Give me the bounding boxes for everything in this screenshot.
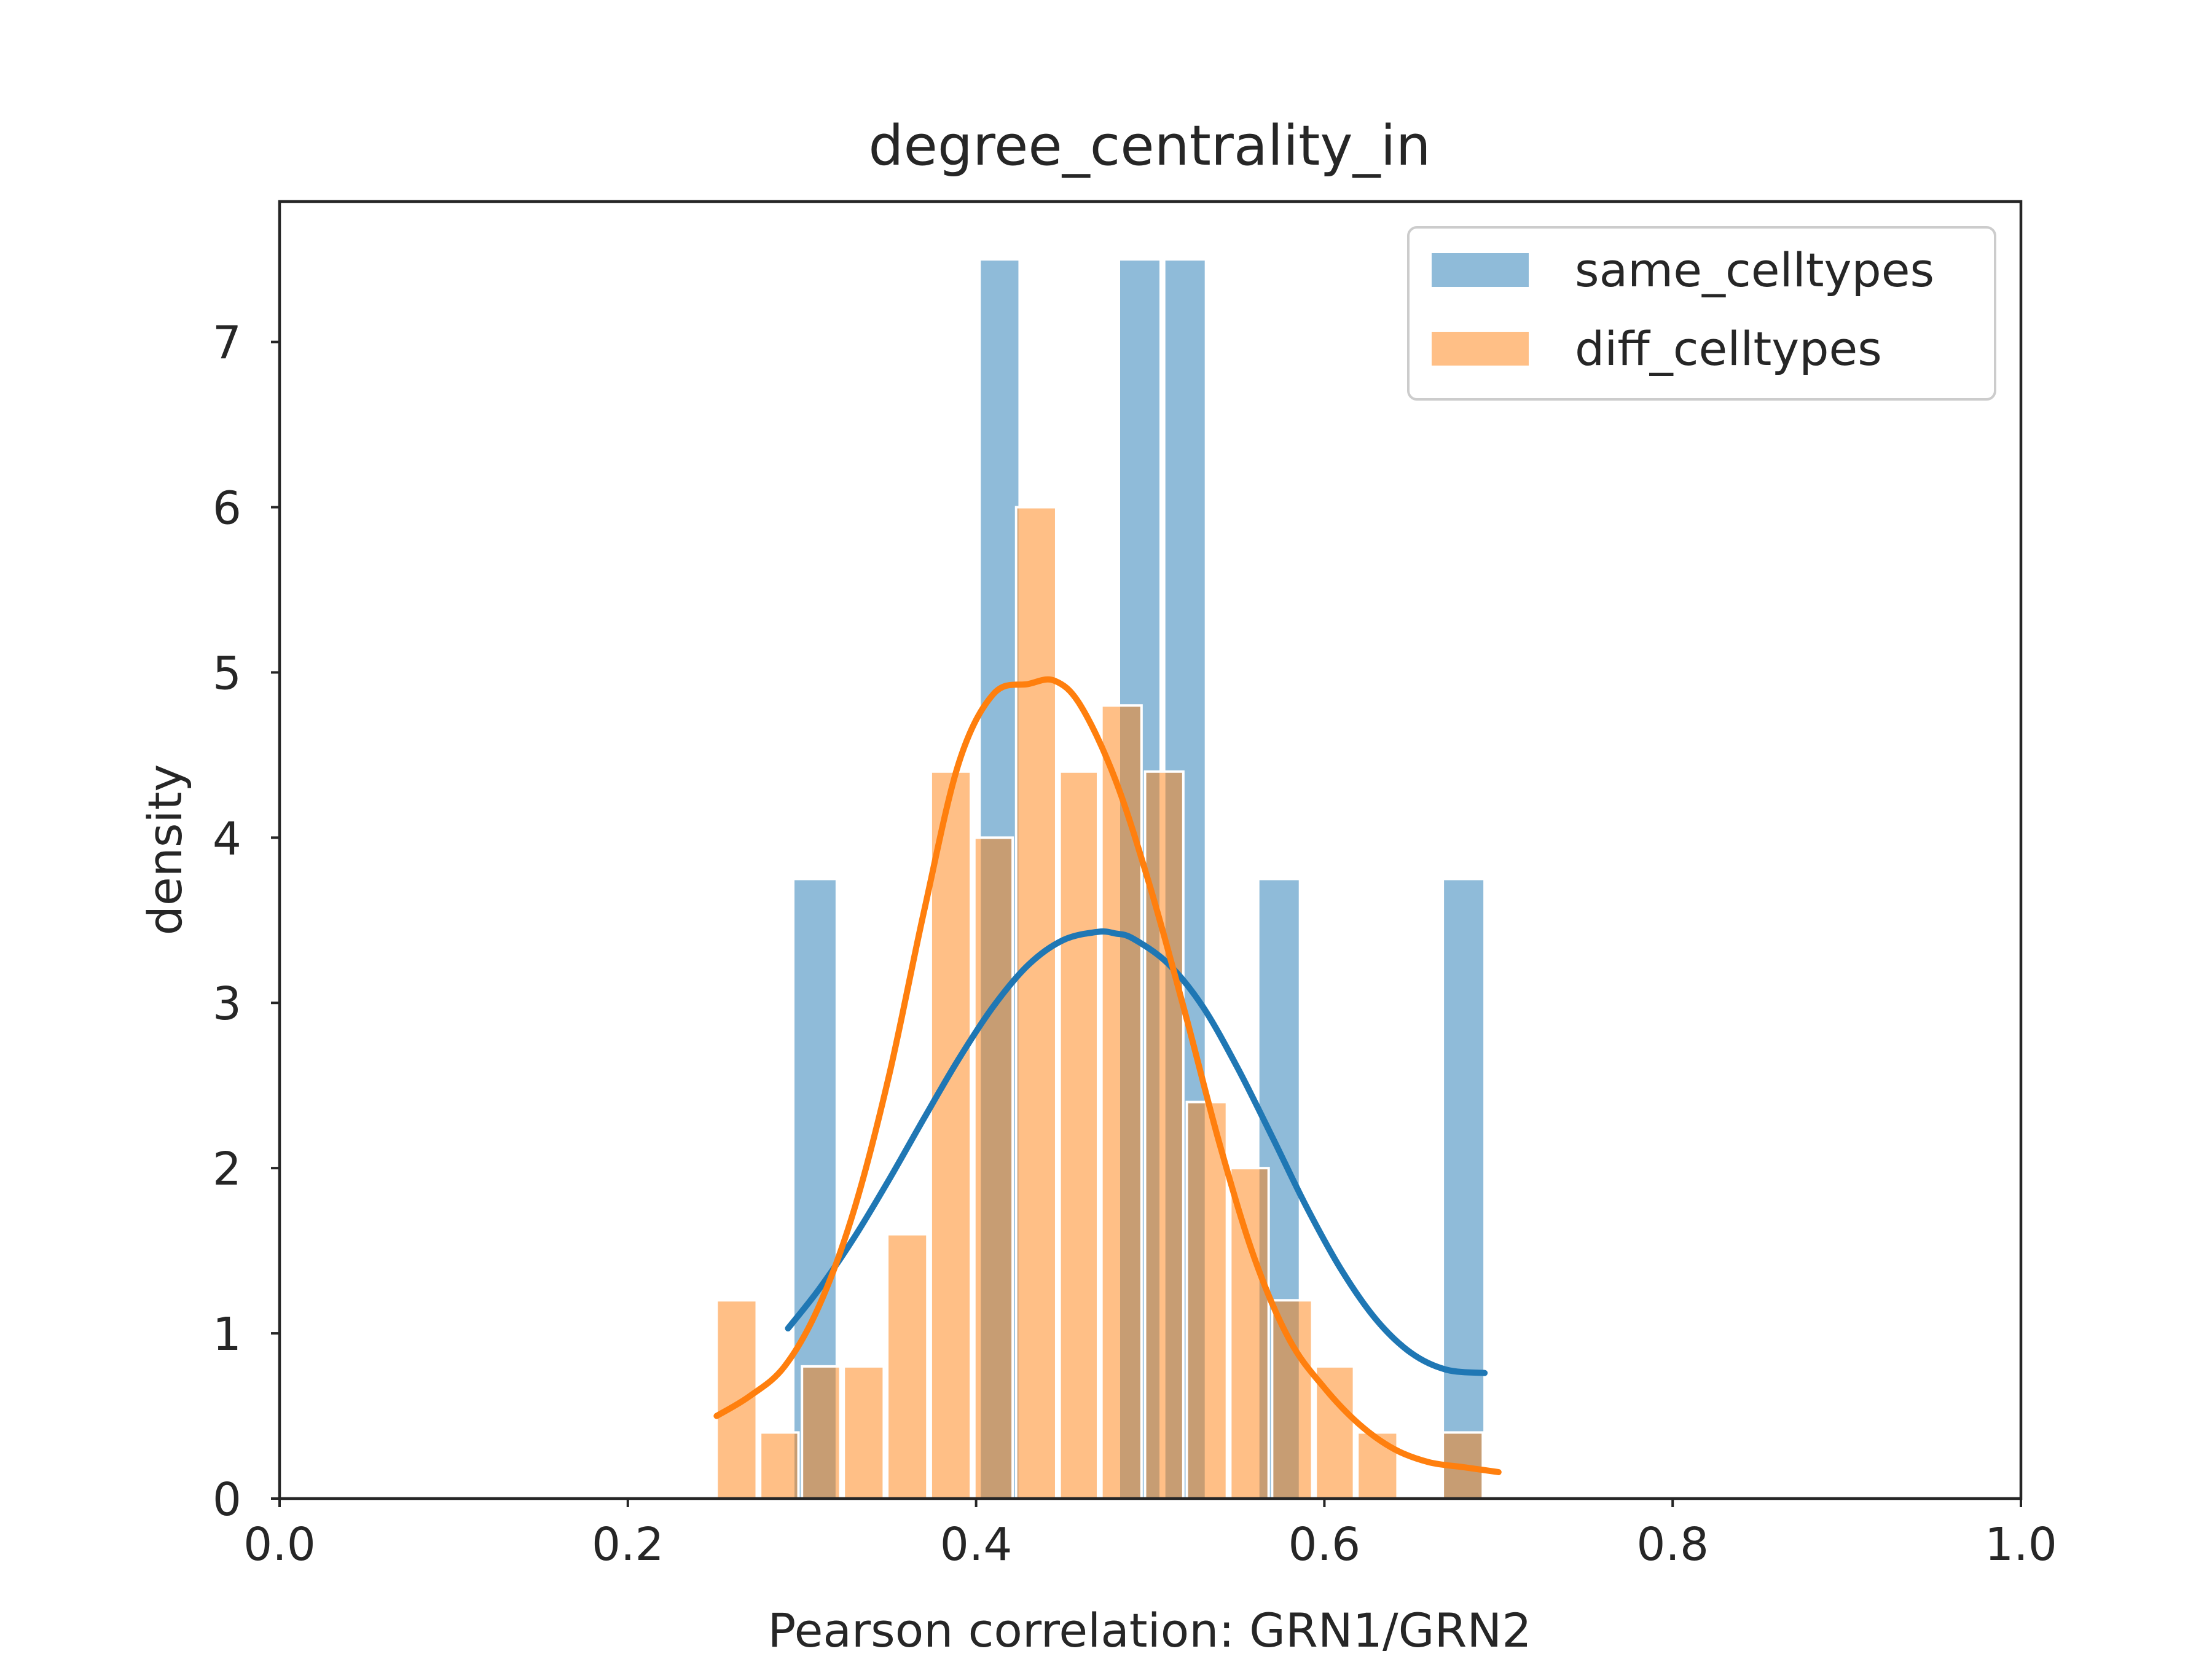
legend-swatch-same-celltypes: [1432, 253, 1529, 287]
y-tick-label: 1: [213, 1308, 241, 1361]
bar-diff_celltypes-4: [886, 1233, 929, 1500]
bar-same_celltypes-5: [1441, 877, 1486, 1500]
legend-label-same-celltypes: same_celltypes: [1575, 243, 1934, 297]
x-axis: 0.0 0.2 0.4 0.6 0.8 1.0: [243, 1499, 2057, 1571]
bar-diff_celltypes-0: [715, 1299, 758, 1500]
y-axis-label: density: [138, 764, 192, 936]
x-tick-label: 1.0: [1985, 1518, 2057, 1571]
x-tick-label: 0.4: [940, 1518, 1013, 1571]
bar-diff_celltypes-11: [1185, 1100, 1228, 1500]
y-tick-label: 7: [213, 317, 241, 370]
bar-diff_celltypes-6: [973, 836, 1014, 1500]
y-tick-label: 5: [213, 647, 241, 700]
bar-diff_celltypes-5: [929, 770, 973, 1500]
bar-diff_celltypes-3: [842, 1365, 885, 1500]
y-tick-label: 4: [213, 812, 241, 865]
y-axis: 0 1 2 3 4 5 6 7: [213, 317, 280, 1526]
bar-diff_celltypes-1: [759, 1431, 800, 1500]
bars-layer: [715, 258, 1486, 1500]
x-axis-label: Pearson correlation: GRN1/GRN2: [767, 1603, 1531, 1658]
bar-diff_celltypes-2: [801, 1365, 842, 1500]
legend: same_celltypes diff_celltypes: [1407, 226, 1996, 401]
kde-line-diff_celltypes: [713, 676, 1502, 1475]
legend-frame: [1407, 226, 1996, 401]
bar-diff_celltypes-9: [1100, 704, 1143, 1500]
x-tick-label: 0.2: [592, 1518, 664, 1571]
chart-title: degree_centrality_in: [868, 114, 1430, 178]
bar-diff_celltypes-13: [1271, 1299, 1314, 1500]
axes-frame: [278, 200, 2023, 1500]
bar-diff_celltypes-8: [1058, 770, 1099, 1500]
bar-diff_celltypes-7: [1014, 506, 1057, 1500]
legend-label-diff-celltypes: diff_celltypes: [1575, 321, 1882, 376]
x-tick-label: 0.8: [1636, 1518, 1709, 1571]
x-tick-label: 0.6: [1288, 1518, 1361, 1571]
y-tick-label: 2: [213, 1143, 241, 1196]
bar-diff_celltypes-12: [1229, 1167, 1270, 1500]
kde-layer: [713, 676, 1502, 1475]
y-tick-label: 0: [213, 1473, 241, 1526]
y-tick-label: 3: [213, 978, 241, 1030]
legend-swatch-diff-celltypes: [1432, 332, 1529, 366]
y-tick-label: 6: [213, 482, 241, 535]
kde-line-same_celltypes: [785, 928, 1488, 1376]
x-tick-label: 0.0: [243, 1518, 316, 1571]
